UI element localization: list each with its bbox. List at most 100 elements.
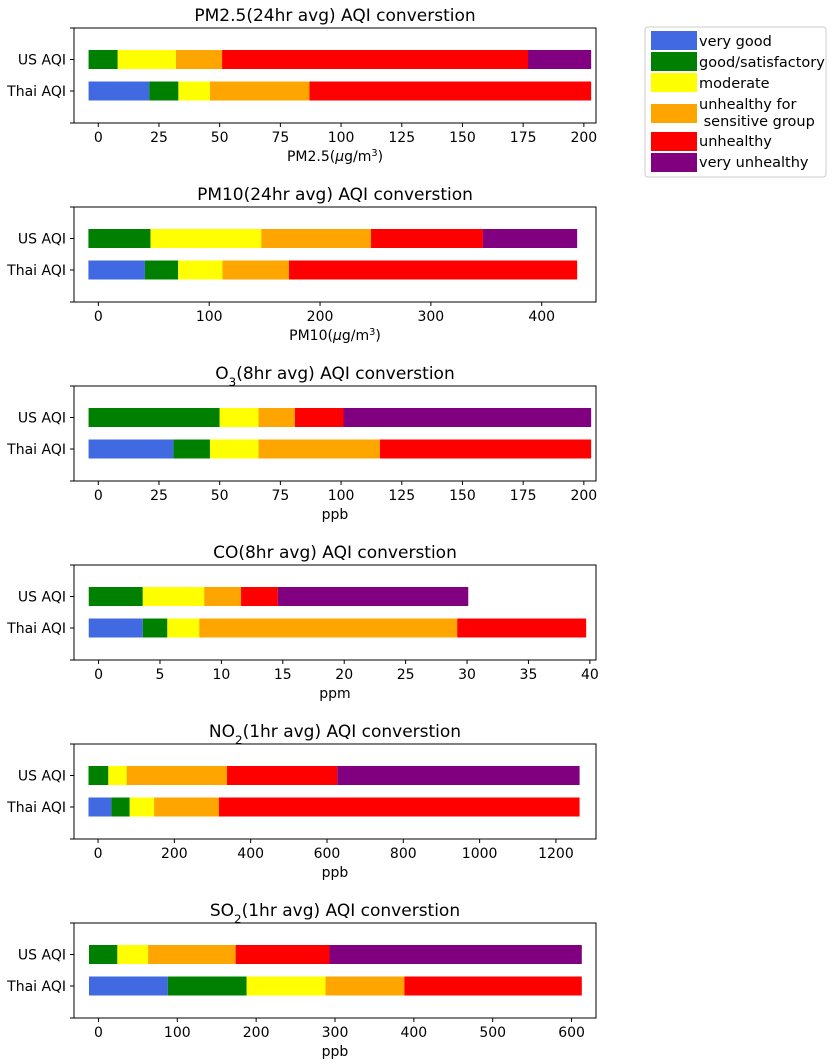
legend-swatch xyxy=(651,73,697,92)
legend-label: unhealthy for sensitive group xyxy=(699,97,815,130)
bar-thai-aqi-very-good xyxy=(88,439,174,459)
bar-us-aqi-unhealthy-for-sensitive-group xyxy=(204,587,242,606)
bar-thai-aqi-unhealthy-for-sensitive-group xyxy=(258,439,380,459)
x-tick-label: 400 xyxy=(400,1025,427,1041)
axes-frame xyxy=(73,27,597,124)
legend-item-unhealthy: unhealthy xyxy=(651,132,772,151)
bar-us-aqi-moderate xyxy=(117,945,149,964)
chart-3-o3-8hr-avg-aqi-converstion: O3(8hr avg) AQI converstion US AQI Thai AQ… xyxy=(6,364,597,523)
x-tick-label: 75 xyxy=(271,130,289,146)
legend-swatch xyxy=(651,31,697,50)
x-tick-label: 20 xyxy=(335,667,353,683)
axes-frame xyxy=(73,206,597,303)
x-tick-label: 1000 xyxy=(462,846,498,862)
chart-title: CO(8hr avg) AQI converstion xyxy=(213,543,457,563)
x-tick-label: 200 xyxy=(570,130,597,146)
y-tick-label: US AQI xyxy=(18,948,66,964)
legend-item-very-good: very good xyxy=(651,31,772,50)
chart-4-co-8hr-avg-aqi-converstion: CO(8hr avg) AQI converstion US AQI Thai AQ… xyxy=(6,543,599,702)
bar-thai-aqi-unhealthy-for-sensitive-group xyxy=(154,797,219,817)
y-tick-label: US AQI xyxy=(18,769,66,785)
x-tick-label: 30 xyxy=(458,667,476,683)
legend-swatch xyxy=(651,153,697,172)
axes-frame xyxy=(73,385,597,482)
bar-thai-aqi-unhealthy-for-sensitive-group xyxy=(209,81,310,101)
legend-item-good-satisfactory: good/satisfactory xyxy=(651,52,825,71)
bar-thai-aqi-unhealthy-for-sensitive-group xyxy=(222,260,290,280)
bar-us-aqi-unhealthy-for-sensitive-group xyxy=(261,229,372,248)
chart-title: NO2(1hr avg) AQI converstion xyxy=(209,722,461,747)
legend-label: very unhealthy xyxy=(699,155,809,171)
axes-frame xyxy=(73,743,597,840)
legend-item-very-unhealthy: very unhealthy xyxy=(651,153,809,172)
bar-thai-aqi-very-good xyxy=(88,618,143,638)
x-axis-label: PM10(μg/m3) xyxy=(289,327,381,345)
x-tick-label: 150 xyxy=(449,130,476,146)
y-tick-label: Thai AQI xyxy=(6,84,66,100)
y-tick-label: Thai AQI xyxy=(6,621,66,637)
x-tick-label: 200 xyxy=(243,1025,270,1041)
x-tick-label: 150 xyxy=(449,488,476,504)
bar-thai-aqi-very-good xyxy=(88,81,150,101)
x-tick-label: 300 xyxy=(322,1025,349,1041)
bar-us-aqi-very-unhealthy xyxy=(528,50,592,69)
x-tick-label: 100 xyxy=(196,309,223,325)
x-tick-label: 50 xyxy=(211,130,229,146)
chart-5-no2-1hr-avg-aqi-converstion: NO2(1hr avg) AQI converstion US AQI Thai A… xyxy=(6,722,597,881)
chart-2-pm10-24hr-avg-aqi-converstion: PM10(24hr avg) AQI converstion US AQI Thai… xyxy=(6,185,597,345)
bar-thai-aqi-unhealthy xyxy=(457,618,587,638)
chart-1-pm2-5-24hr-avg-aqi-converstion: PM2.5(24hr avg) AQI converstion US AQI Tha… xyxy=(6,6,597,165)
x-tick-label: 0 xyxy=(94,309,103,325)
x-tick-label: 175 xyxy=(510,488,537,504)
bar-us-aqi-good-satisfactory xyxy=(88,587,143,606)
bar-us-aqi-good-satisfactory xyxy=(88,408,220,427)
bar-thai-aqi-moderate xyxy=(246,976,326,996)
x-tick-label: 200 xyxy=(570,488,597,504)
x-tick-label: 25 xyxy=(397,667,415,683)
bar-thai-aqi-moderate xyxy=(178,260,223,280)
chart-title: O3(8hr avg) AQI converstion xyxy=(215,364,454,389)
bar-us-aqi-very-unhealthy xyxy=(482,229,578,248)
bar-thai-aqi-good-satisfactory xyxy=(167,976,247,996)
bar-thai-aqi-moderate xyxy=(178,81,210,101)
bar-us-aqi-unhealthy xyxy=(222,50,529,69)
bar-thai-aqi-very-good xyxy=(88,797,112,817)
y-tick-label: Thai AQI xyxy=(6,800,66,816)
x-axis-label: PM2.5(μg/m3) xyxy=(287,148,383,166)
x-tick-label: 175 xyxy=(510,130,537,146)
bar-thai-aqi-unhealthy xyxy=(289,260,578,280)
x-tick-label: 75 xyxy=(271,488,289,504)
x-tick-label: 15 xyxy=(274,667,292,683)
legend-item-unhealthy-for-sensitive-group: unhealthy for sensitive group xyxy=(651,97,815,130)
x-tick-label: 10 xyxy=(212,667,230,683)
y-tick-label: Thai AQI xyxy=(6,442,66,458)
y-tick-label: US AQI xyxy=(18,590,66,606)
bar-thai-aqi-very-good xyxy=(88,260,145,280)
axes-frame xyxy=(73,922,597,1019)
legend-label: good/satisfactory xyxy=(699,55,825,71)
bar-thai-aqi-unhealthy-for-sensitive-group xyxy=(325,976,405,996)
x-tick-label: 1200 xyxy=(538,846,574,862)
bar-thai-aqi-good-satisfactory xyxy=(149,81,179,101)
axes-frame xyxy=(73,564,597,661)
bar-thai-aqi-moderate xyxy=(129,797,155,817)
bar-thai-aqi-good-satisfactory xyxy=(142,618,168,638)
bar-thai-aqi-good-satisfactory xyxy=(173,439,210,459)
bar-thai-aqi-very-good xyxy=(88,976,168,996)
x-tick-label: 35 xyxy=(520,667,538,683)
legend-swatch xyxy=(651,52,697,71)
bar-us-aqi-unhealthy-for-sensitive-group xyxy=(175,50,223,69)
x-axis-label: ppb xyxy=(322,865,349,881)
chart-title: SO2(1hr avg) AQI converstion xyxy=(210,901,460,926)
bar-us-aqi-unhealthy xyxy=(227,766,338,785)
x-tick-label: 600 xyxy=(558,1025,585,1041)
legend-label: very good xyxy=(699,34,772,50)
x-tick-label: 5 xyxy=(156,667,165,683)
x-tick-label: 0 xyxy=(94,488,103,504)
y-tick-label: US AQI xyxy=(18,53,66,69)
bar-us-aqi-unhealthy xyxy=(371,229,483,248)
x-tick-label: 800 xyxy=(390,846,417,862)
x-tick-label: 0 xyxy=(94,667,103,683)
x-axis-label: ppb xyxy=(322,507,349,523)
x-tick-label: 400 xyxy=(528,309,555,325)
